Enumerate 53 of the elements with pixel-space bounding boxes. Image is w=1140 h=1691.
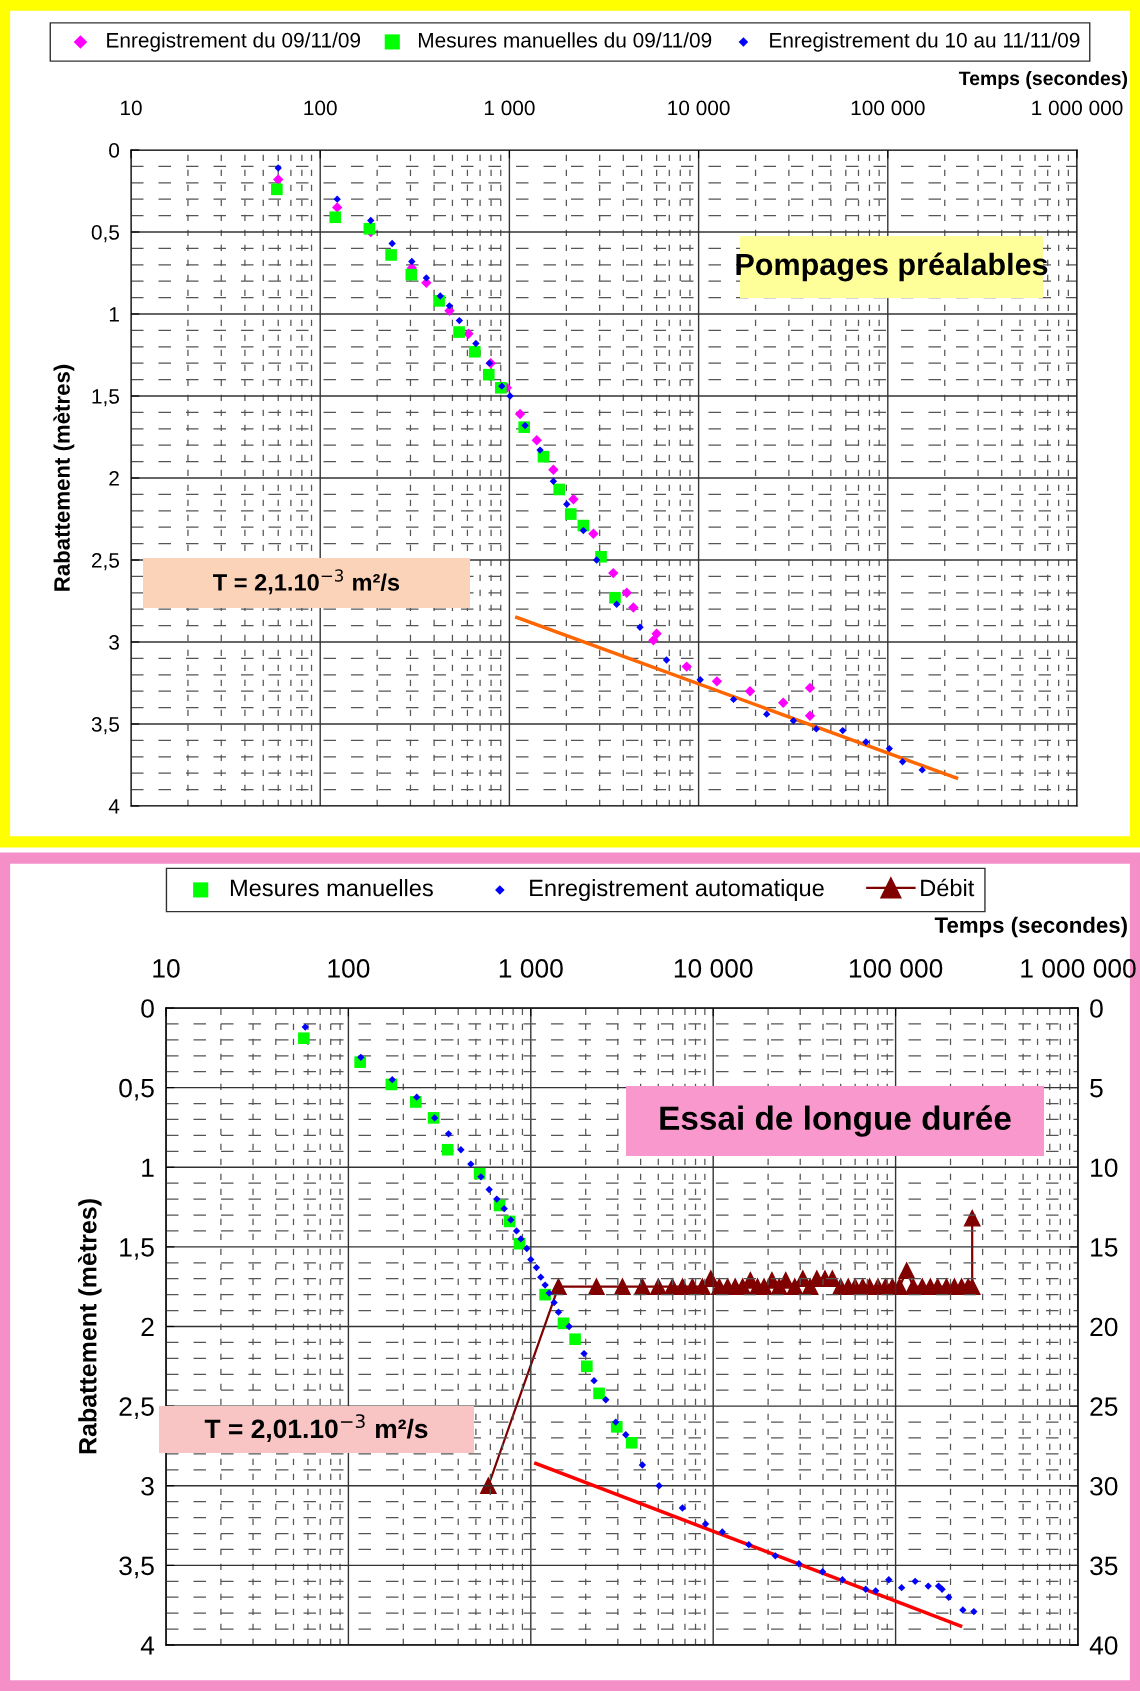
x-tick-label: 10 000 [674, 959, 753, 978]
x-tick-label: 10 [153, 959, 180, 978]
x-tick-label: 1 000 000 [1021, 959, 1136, 978]
y2-tick-label: 15 [1091, 1238, 1118, 1257]
y2-tick-label: 0 [1090, 999, 1103, 1018]
legend-label: Mesures manuelles du 09/11/09 [418, 32, 712, 48]
y-tick-label: 2,5 [119, 1397, 154, 1420]
legend-label: Enregistrement du 10 au 11/11/09 [770, 32, 1080, 52]
y2-tick-label: 20 [1090, 1317, 1118, 1337]
y2-tick-label: 30 [1090, 1476, 1118, 1496]
y-tick-label: 3,5 [119, 1556, 154, 1579]
y-tick-label: 2 [109, 471, 119, 486]
x-tick-label: 100 000 [849, 959, 943, 978]
y-tick-label: 4 [108, 799, 120, 814]
y-tick-label: 1,5 [92, 389, 120, 407]
legend-label: Enregistrement automatique [530, 878, 824, 902]
x-tick-label: 1 000 [499, 959, 563, 978]
y-tick-label: 2 [141, 1317, 154, 1337]
y2-tick-label: 25 [1090, 1397, 1118, 1416]
x-tick-label: 100 000 [851, 100, 925, 116]
y-tick-label: 1 [109, 307, 119, 322]
annotation: T = 2,01.10$^{−3}$ m²/s [204, 1414, 428, 1443]
y-tick-label: 4 [140, 1636, 155, 1655]
x-tick-label: 100 [328, 959, 370, 978]
x-tick-label: 10 [121, 100, 142, 116]
y2-tick-label: 40 [1089, 1636, 1118, 1655]
y-tick-label: 0 [109, 143, 120, 158]
y-tick-label: 0,5 [119, 1078, 154, 1101]
legend-label: Enregistrement du 09/11/09 [107, 32, 361, 52]
legend-label: Mesures manuelles [230, 878, 433, 897]
y-axis-title: Rabattement (mètres) [53, 364, 75, 591]
y-tick-label: 3,5 [91, 717, 120, 735]
annotation: T = 2,1.10$^{−3}$ m²/s [213, 569, 400, 595]
y2-tick-label: 10 [1091, 1158, 1118, 1178]
y2-tick-label: 35 [1090, 1556, 1118, 1576]
y-tick-label: 3 [141, 1476, 154, 1496]
y2-tick-label: 5 [1090, 1079, 1103, 1098]
annotation: Pompages préalables [736, 252, 1048, 282]
annotation: Essai de longue durée [660, 1105, 1011, 1137]
y-tick-label: 3 [109, 635, 119, 650]
y-tick-label: 1,5 [120, 1238, 154, 1260]
y-axis-title: Rabattement (mètres) [78, 1199, 102, 1454]
y-tick-label: 0,5 [91, 225, 120, 243]
x-tick-label: 1 000 [484, 100, 535, 116]
x-tick-label: 100 [304, 100, 337, 116]
y-tick-label: 1 [142, 1158, 154, 1177]
y-tick-label: 2,5 [91, 553, 120, 571]
x-tick-label: 10 000 [668, 100, 730, 116]
legend-label: Débit [921, 878, 975, 897]
x-axis-title: Temps (secondes) [958, 70, 1128, 90]
x-axis-title: Temps (secondes) [934, 916, 1127, 938]
x-tick-label: 1 000 000 [1032, 100, 1123, 116]
y-tick-label: 0 [141, 999, 154, 1018]
